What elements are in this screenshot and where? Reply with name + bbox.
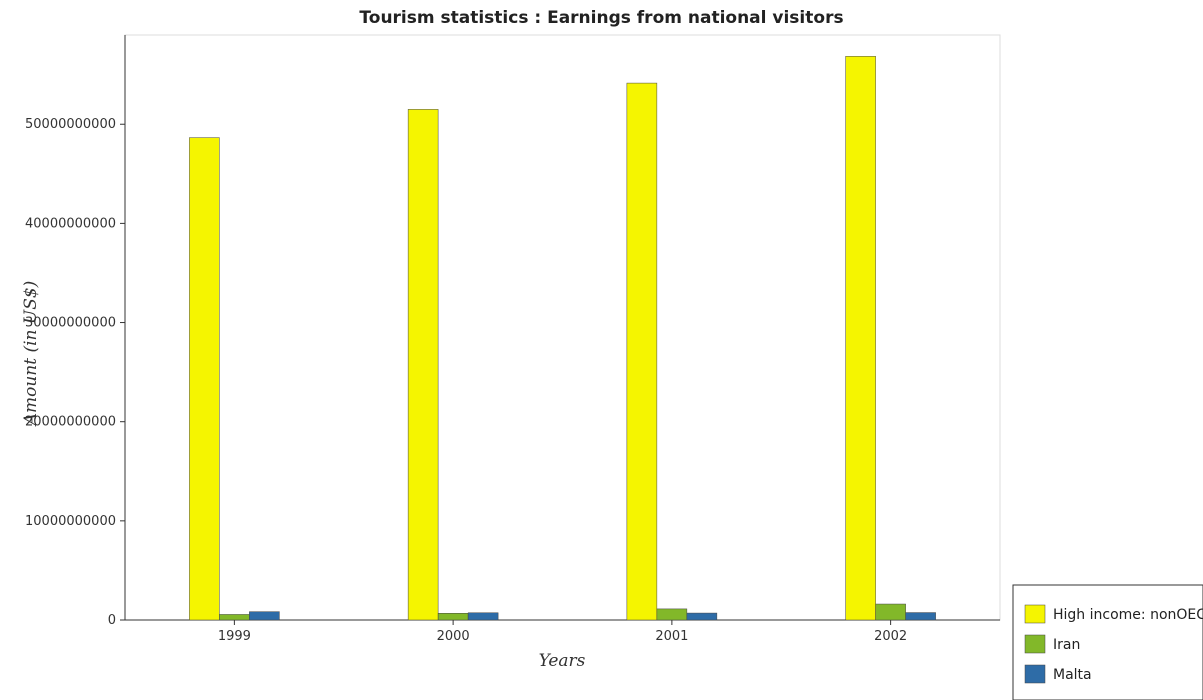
y-tick-label: 50000000000 [25, 117, 116, 132]
x-axis-label: Years [539, 651, 586, 671]
bar-iran-1999 [219, 614, 250, 621]
bar-malta-2002 [905, 612, 936, 621]
x-tick-label: 2000 [437, 629, 470, 644]
y-axis-label: Amount (in US$) [21, 281, 41, 428]
x-tick-label: 1999 [218, 629, 251, 644]
bar-high-income-nonoecd-2000 [407, 109, 439, 621]
x-tick-label: 2001 [655, 629, 688, 644]
bar-high-income-nonoecd-2002 [845, 56, 876, 621]
bar-iran-2002 [875, 603, 906, 621]
y-tick-label: 30000000000 [25, 316, 116, 331]
bar-malta-2001 [686, 612, 718, 621]
legend-swatch [1024, 664, 1046, 684]
bar-malta-1999 [249, 611, 280, 621]
legend-swatch [1024, 604, 1046, 624]
y-tick-label: 20000000000 [25, 415, 116, 430]
legend-swatch [1024, 634, 1046, 654]
x-tick-label: 2002 [874, 629, 907, 644]
chart-title: Tourism statistics : Earnings from natio… [359, 8, 844, 28]
bar-malta-2000 [467, 612, 499, 621]
legend-label: High income: nonOECD [1053, 607, 1203, 623]
legend-label: Iran [1053, 637, 1080, 653]
y-tick-label: 10000000000 [25, 514, 116, 529]
y-tick-label: 40000000000 [25, 216, 116, 231]
bar-iran-2000 [437, 613, 469, 621]
legend: High income: nonOECD Iran Malta [1012, 584, 1203, 700]
bar-high-income-nonoecd-1999 [189, 137, 220, 621]
y-tick-label: 0 [108, 613, 116, 628]
bar-high-income-nonoecd-2001 [626, 82, 658, 621]
legend-label: Malta [1053, 667, 1092, 683]
bar-iran-2001 [656, 608, 688, 621]
